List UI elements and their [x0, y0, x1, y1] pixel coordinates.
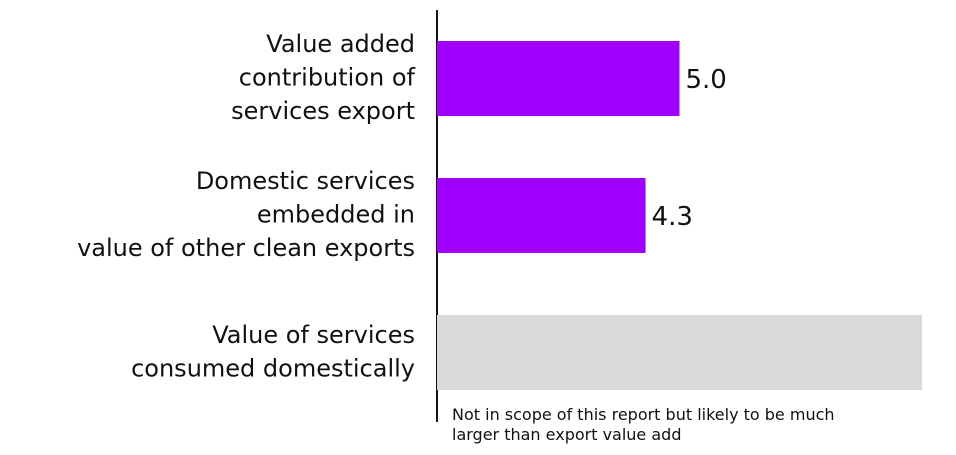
- category-line: contribution of: [239, 64, 416, 92]
- category-line: value of other clean exports: [77, 234, 415, 262]
- category-label: Value added contribution of services expor…: [231, 30, 415, 125]
- category-line: Domestic services: [196, 167, 415, 195]
- category-line: consumed domestically: [131, 354, 415, 382]
- value-label: 4.3: [652, 202, 693, 232]
- category-line: Value added: [266, 30, 415, 58]
- annotation-line: larger than export value add: [452, 425, 681, 444]
- category-line: embedded in: [257, 201, 415, 229]
- category-line: Value of services: [212, 321, 415, 349]
- annotation-line: Not in scope of this report but likely t…: [452, 405, 835, 424]
- annotation: Not in scope of this report but likely t…: [452, 405, 835, 444]
- bar: [437, 41, 680, 116]
- bar: [437, 178, 646, 253]
- category-label: Value of services consumed domestically: [131, 321, 415, 383]
- category-label: Domestic services embedded in value of oth…: [77, 167, 415, 262]
- value-label: 5.0: [686, 65, 727, 95]
- category-line: services export: [231, 97, 415, 125]
- bar: [437, 315, 922, 390]
